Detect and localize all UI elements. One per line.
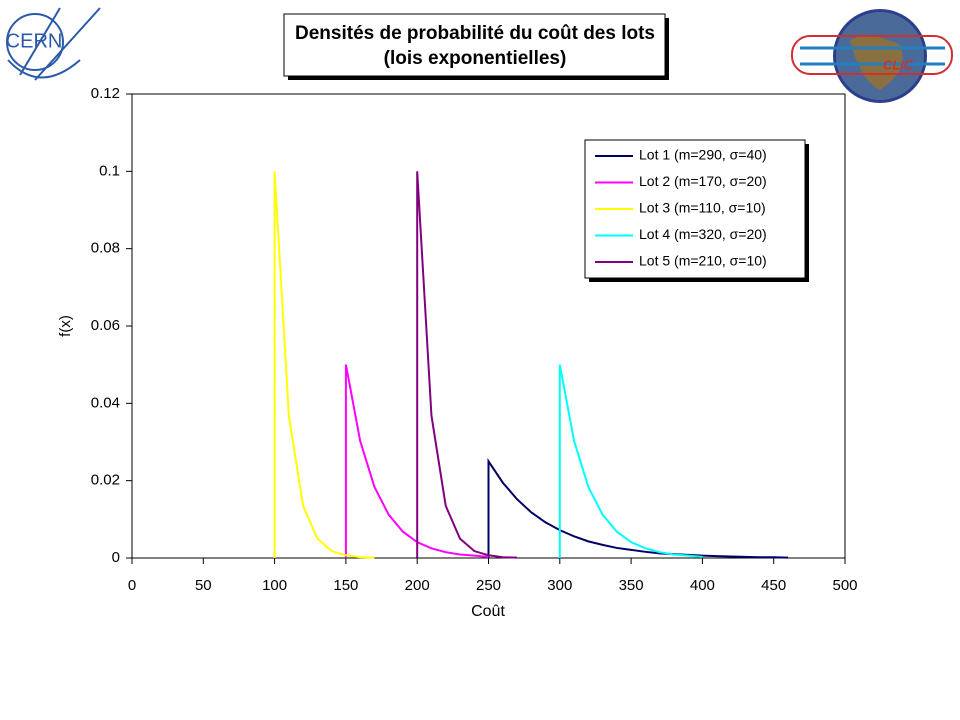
x-tick-label: 300 (547, 577, 572, 594)
legend-label: Lot 2 (m=170, σ=20) (639, 173, 767, 189)
x-tick-label: 50 (195, 577, 212, 594)
cern-logo-text: CERN (6, 30, 63, 52)
series-line (487, 458, 788, 559)
chart-title: (lois exponentielles) (384, 48, 567, 69)
y-tick-label: 0.04 (91, 394, 120, 411)
x-tick-label: 150 (333, 577, 358, 594)
x-tick-label: 350 (619, 577, 644, 594)
series-line (558, 364, 703, 558)
x-tick-label: 500 (832, 577, 857, 594)
clic-logo (791, 9, 953, 103)
x-tick-label: 250 (476, 577, 501, 594)
y-tick-label: 0.02 (91, 472, 120, 489)
legend-label: Lot 3 (m=110, σ=10) (639, 200, 766, 216)
legend-label: Lot 4 (m=320, σ=20) (639, 226, 767, 242)
x-tick-label: 200 (405, 577, 430, 594)
series-line (416, 171, 518, 559)
x-tick-label: 100 (262, 577, 287, 594)
x-tick-label: 0 (128, 577, 136, 594)
legend-label: Lot 5 (m=210, σ=10) (639, 253, 767, 269)
title-box (283, 13, 666, 77)
y-tick-label: 0 (112, 549, 120, 566)
y-tick-label: 0.08 (91, 240, 120, 257)
chart-title: Densités de probabilité du coût des lots (295, 23, 655, 44)
clic-logo-text: CLIC (883, 57, 914, 72)
x-tick-label: 450 (761, 577, 786, 594)
x-tick-label: 400 (690, 577, 715, 594)
series-line (344, 364, 489, 558)
y-tick-label: 0.12 (91, 85, 120, 102)
y-tick-label: 0.1 (99, 162, 120, 179)
x-axis-label: Coût (471, 603, 505, 620)
legend-label: Lot 1 (m=290, σ=40) (639, 147, 767, 163)
series-line (273, 171, 375, 559)
y-axis-label: f(x) (57, 315, 74, 337)
cern-logo (6, 7, 101, 81)
y-tick-label: 0.06 (91, 317, 120, 334)
